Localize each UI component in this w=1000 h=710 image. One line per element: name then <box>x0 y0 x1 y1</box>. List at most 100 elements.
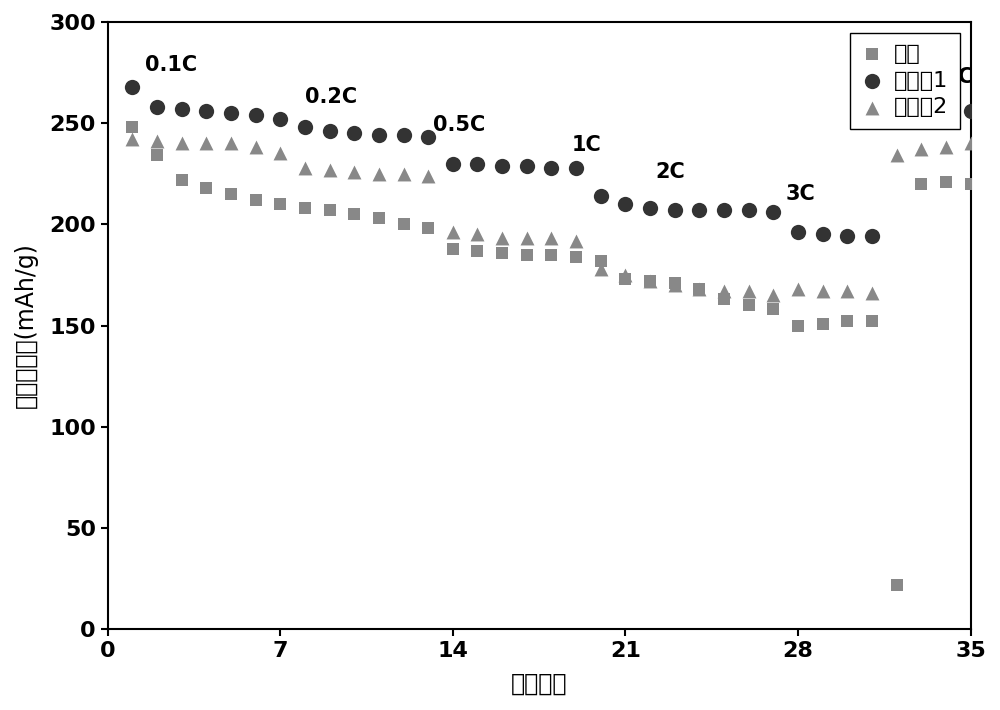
Legend: 参照, 实施例1, 实施例2: 参照, 实施例1, 实施例2 <box>850 33 960 129</box>
参照 <box>716 293 732 305</box>
实施例1 <box>149 102 165 113</box>
实施例2 <box>149 136 165 147</box>
实施例2 <box>346 166 362 178</box>
参照 <box>248 195 264 206</box>
Text: 0.1C: 0.1C <box>145 55 197 75</box>
实施例1 <box>248 109 264 121</box>
参照 <box>642 275 658 287</box>
实施例2 <box>617 269 633 280</box>
参照 <box>913 178 929 190</box>
实施例2 <box>519 233 535 244</box>
实施例1 <box>889 102 905 113</box>
实施例1 <box>790 226 806 238</box>
参照 <box>543 249 559 261</box>
实施例2 <box>396 168 412 180</box>
参照 <box>889 579 905 590</box>
Text: 1C: 1C <box>571 136 601 155</box>
Text: 0.5C: 0.5C <box>433 115 485 135</box>
参照 <box>494 247 510 258</box>
Text: 3C: 3C <box>786 184 816 204</box>
实施例2 <box>494 233 510 244</box>
实施例2 <box>667 279 683 290</box>
实施例1 <box>913 102 929 113</box>
Text: 0.2C: 0.2C <box>305 87 357 107</box>
参照 <box>445 243 461 254</box>
参照 <box>297 202 313 214</box>
参照 <box>346 209 362 220</box>
参照 <box>396 219 412 230</box>
参照 <box>174 174 190 185</box>
参照 <box>371 212 387 224</box>
实施例2 <box>543 233 559 244</box>
实施例1 <box>568 162 584 173</box>
参照 <box>617 273 633 285</box>
实施例1 <box>420 131 436 143</box>
实施例2 <box>741 285 757 297</box>
参照 <box>519 249 535 261</box>
实施例2 <box>420 170 436 182</box>
参照 <box>272 198 288 209</box>
实施例1 <box>469 158 485 169</box>
实施例2 <box>297 162 313 173</box>
实施例2 <box>839 285 855 297</box>
实施例1 <box>519 160 535 171</box>
实施例1 <box>765 207 781 218</box>
参照 <box>963 178 979 190</box>
实施例1 <box>938 103 954 114</box>
实施例2 <box>889 150 905 161</box>
实施例1 <box>691 204 707 216</box>
实施例1 <box>543 162 559 173</box>
实施例2 <box>272 148 288 159</box>
实施例2 <box>223 138 239 149</box>
实施例1 <box>174 103 190 114</box>
实施例1 <box>839 231 855 242</box>
实施例1 <box>864 231 880 242</box>
实施例1 <box>667 204 683 216</box>
参照 <box>593 255 609 266</box>
实施例2 <box>174 138 190 149</box>
参照 <box>741 300 757 311</box>
参照 <box>667 278 683 289</box>
X-axis label: 循环次数: 循环次数 <box>511 672 567 696</box>
实施例1 <box>741 204 757 216</box>
实施例2 <box>716 285 732 297</box>
Y-axis label: 放电能力／(mAh/g): 放电能力／(mAh/g) <box>14 243 38 408</box>
实施例2 <box>248 142 264 153</box>
实施例1 <box>593 190 609 202</box>
实施例2 <box>469 229 485 240</box>
参照 <box>124 121 140 133</box>
实施例1 <box>963 105 979 116</box>
实施例2 <box>568 235 584 246</box>
实施例2 <box>790 283 806 295</box>
参照 <box>149 150 165 161</box>
实施例2 <box>913 143 929 155</box>
实施例2 <box>322 164 338 175</box>
参照 <box>223 188 239 200</box>
实施例1 <box>396 129 412 141</box>
实施例1 <box>815 229 831 240</box>
参照 <box>691 283 707 295</box>
实施例1 <box>617 198 633 209</box>
实施例1 <box>642 202 658 214</box>
实施例1 <box>371 129 387 141</box>
参照 <box>938 176 954 187</box>
参照 <box>322 204 338 216</box>
实施例1 <box>494 160 510 171</box>
实施例1 <box>297 121 313 133</box>
实施例2 <box>198 138 214 149</box>
实施例2 <box>864 288 880 299</box>
Text: 0.1C: 0.1C <box>921 67 974 87</box>
实施例2 <box>445 226 461 238</box>
实施例2 <box>691 283 707 295</box>
实施例2 <box>765 290 781 301</box>
Text: 2C: 2C <box>655 162 685 182</box>
参照 <box>198 182 214 194</box>
参照 <box>420 223 436 234</box>
参照 <box>864 316 880 327</box>
实施例1 <box>716 204 732 216</box>
参照 <box>839 316 855 327</box>
参照 <box>815 318 831 329</box>
实施例1 <box>322 126 338 137</box>
实施例1 <box>223 107 239 119</box>
参照 <box>469 245 485 256</box>
